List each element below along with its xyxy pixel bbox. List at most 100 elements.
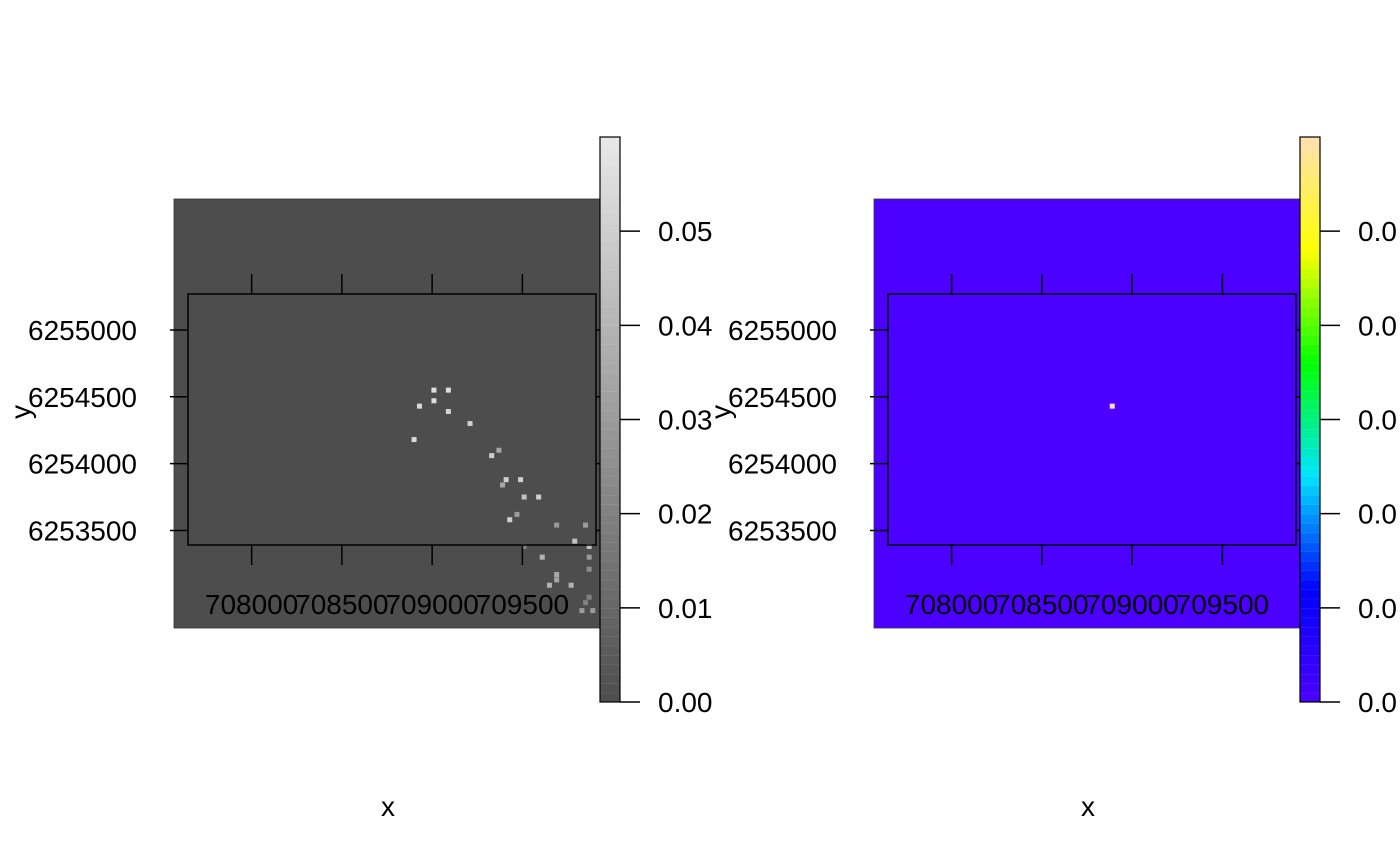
x-tick-label: 708000 [905, 589, 998, 620]
plot-box [887, 293, 1297, 546]
colorbar-band [1299, 475, 1321, 487]
y-axis-title: y [5, 405, 36, 419]
colorbar-band [1299, 212, 1321, 223]
colorbar-band [1299, 682, 1321, 694]
colorbar-tick-label: 0.02 [658, 499, 713, 530]
colorbar-band [1299, 522, 1321, 534]
x-axis-title: x [381, 791, 395, 822]
raster-cell [514, 511, 520, 517]
colorbar-band [1299, 334, 1321, 345]
raster-cell [431, 387, 437, 393]
colorbar-band [1299, 456, 1321, 468]
colorbar-tick-label: 0.01 [658, 593, 713, 624]
colorbar-band [1299, 287, 1321, 298]
raster-background [173, 198, 601, 629]
colorbar-band [1299, 362, 1321, 374]
raster-cell [503, 477, 509, 483]
colorbar-band [1299, 391, 1321, 402]
y-tick-label: 6253500 [28, 515, 137, 546]
raster-cell [586, 566, 592, 572]
colorbar-band [599, 560, 621, 571]
colorbar-band [1299, 617, 1321, 628]
colorbar-band [599, 428, 621, 440]
colorbar-band [599, 334, 621, 345]
x-tick-label: 709000 [385, 589, 478, 620]
y-tick-label: 6254000 [28, 449, 137, 480]
colorbar-band [1299, 428, 1321, 440]
colorbar-band [599, 391, 621, 402]
colorbar-tick-label: 0.0 [1358, 216, 1397, 247]
colorbar-band [1299, 183, 1321, 195]
colorbar-band [599, 353, 621, 364]
colorbar-band [1299, 221, 1321, 232]
raster-cell [518, 477, 524, 483]
colorbar-band [1299, 664, 1321, 675]
colorbar-band [599, 249, 621, 261]
x-axis-title: x [1081, 791, 1095, 822]
colorbar-band [599, 296, 621, 308]
colorbar-band [599, 579, 621, 590]
raster-cell [586, 554, 592, 560]
colorbar-band [599, 212, 621, 223]
raster-cell [572, 538, 578, 544]
colorbar-band [1299, 381, 1321, 393]
colorbar-band [1299, 353, 1321, 364]
raster-cell [521, 494, 527, 500]
colorbar-band [599, 522, 621, 534]
colorbar-band [599, 635, 621, 647]
colorbar-band [1299, 654, 1321, 666]
x-tick-label: 709500 [476, 589, 569, 620]
colorbar-band [599, 240, 621, 251]
colorbar-tick-label: 0.0 [1358, 687, 1397, 718]
colorbar-band [599, 362, 621, 374]
y-tick-label: 6253500 [728, 515, 837, 546]
colorbar-band [1299, 372, 1321, 383]
colorbar-band [1299, 409, 1321, 421]
colorbar-band [1299, 193, 1321, 204]
colorbar-band [1299, 165, 1321, 176]
colorbar-band [1299, 466, 1321, 477]
colorbar-band [599, 259, 621, 270]
colorbar-band [599, 692, 621, 703]
colorbar-tick-label: 0.04 [658, 310, 713, 341]
colorbar-band [1299, 400, 1321, 411]
colorbar-band [1299, 494, 1321, 506]
x-tick-label: 708500 [295, 589, 388, 620]
y-tick-label: 6255000 [728, 315, 837, 346]
colorbar-tick-label: 0.0 [1358, 405, 1397, 436]
colorbar-band [1299, 447, 1321, 458]
colorbar-band [599, 183, 621, 195]
y-tick-label: 6255000 [28, 315, 137, 346]
raster-cell [586, 594, 592, 600]
raster-cell [539, 554, 545, 560]
raster-cell [431, 398, 437, 404]
colorbar-band [599, 343, 621, 355]
raster-cell [554, 577, 560, 583]
colorbar-band [599, 645, 621, 656]
colorbar-band [1299, 278, 1321, 289]
raster-cell [507, 517, 513, 523]
colorbar-band [1299, 513, 1321, 524]
plot-box [187, 293, 597, 546]
raster-cell [500, 482, 506, 488]
raster-cell [536, 494, 542, 500]
colorbar-band [1299, 343, 1321, 355]
raster-cell [489, 453, 495, 459]
raster-cell [590, 608, 596, 614]
colorbar-band [599, 155, 621, 166]
raster-cell [546, 582, 552, 588]
raster-cell [586, 543, 592, 549]
colorbar-band [599, 325, 621, 336]
colorbar-band [599, 315, 621, 327]
colorbar-band [599, 174, 621, 185]
raster-cell [521, 543, 527, 549]
x-tick-label: 709000 [1085, 589, 1178, 620]
colorbar-band [599, 532, 621, 543]
colorbar-band [599, 409, 621, 421]
colorbar-band [599, 165, 621, 176]
colorbar-band [1299, 268, 1321, 280]
x-tick-label: 709500 [1176, 589, 1269, 620]
colorbar-band [599, 617, 621, 628]
colorbar-band [599, 466, 621, 477]
